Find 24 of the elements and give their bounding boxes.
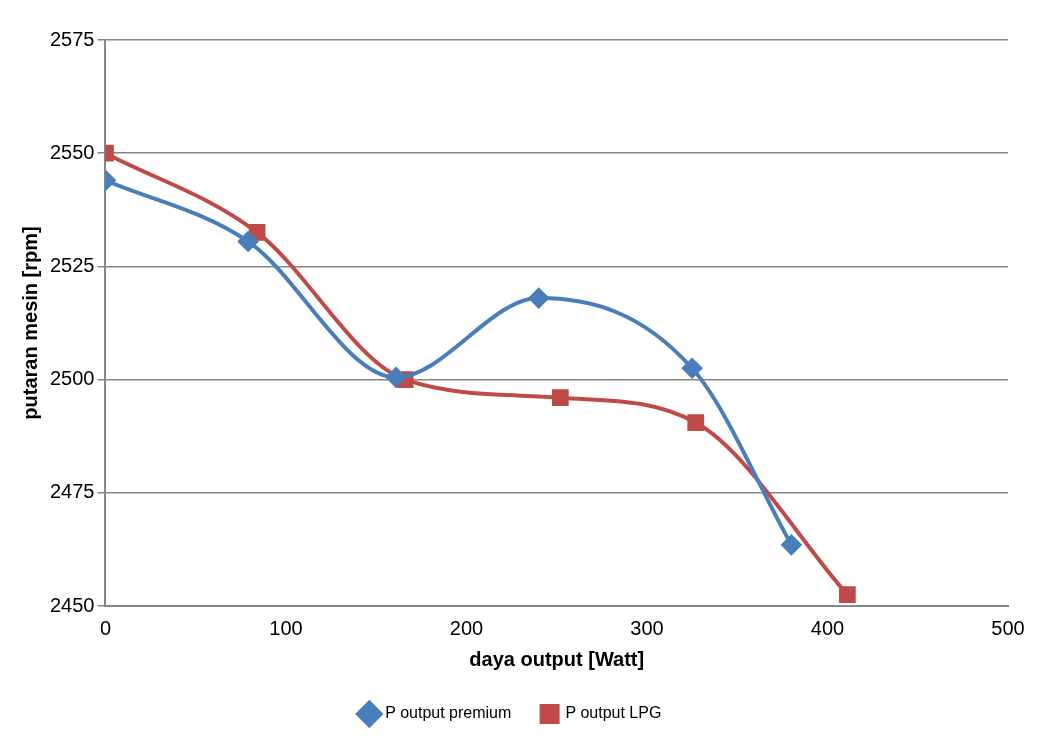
legend-label: P output premium — [385, 704, 512, 722]
x-tick-label: 400 — [810, 616, 845, 639]
point — [528, 288, 549, 309]
y-tick-label: 2500 — [49, 367, 95, 390]
y-tick-label: 2450 — [49, 593, 95, 616]
y-tick-label: 2550 — [49, 140, 95, 163]
y-axis-title: putaran mesin [rpm] — [18, 226, 41, 420]
y-tick-label: 2475 — [49, 480, 95, 503]
point — [781, 534, 802, 555]
x-tick-label: 0 — [99, 616, 112, 639]
point — [551, 389, 569, 407]
x-axis-title: daya output [Watt] — [469, 647, 645, 670]
x-tick-label: 500 — [991, 616, 1025, 639]
legend-label: P output LPG — [565, 704, 662, 722]
x-tick-label: 100 — [269, 616, 303, 639]
point — [386, 367, 407, 388]
point — [682, 358, 703, 379]
y-tick-label: 2575 — [49, 27, 95, 50]
point — [238, 231, 259, 252]
point — [687, 414, 705, 431]
x-tick-label: 300 — [630, 616, 664, 639]
x-tick-label: 200 — [449, 616, 484, 639]
point — [838, 586, 856, 604]
y-tick-label: 2525 — [49, 253, 95, 276]
